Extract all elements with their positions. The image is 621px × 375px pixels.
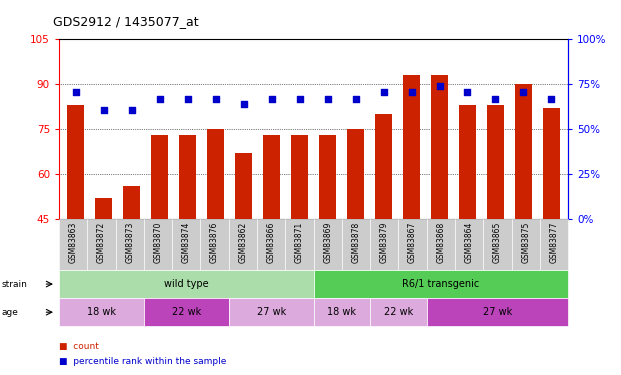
Text: GSM83873: GSM83873 xyxy=(125,222,134,263)
Bar xyxy=(235,153,252,219)
Point xyxy=(379,88,389,94)
Bar xyxy=(263,135,280,219)
Text: GSM83870: GSM83870 xyxy=(153,222,163,263)
Bar xyxy=(319,135,336,219)
Text: ■  percentile rank within the sample: ■ percentile rank within the sample xyxy=(59,357,227,366)
Text: GSM83868: GSM83868 xyxy=(437,222,445,263)
Bar xyxy=(403,75,420,219)
Bar xyxy=(515,84,532,219)
Text: 22 wk: 22 wk xyxy=(171,307,201,317)
Text: wild type: wild type xyxy=(164,279,209,289)
Text: GSM83871: GSM83871 xyxy=(295,222,304,263)
Bar xyxy=(291,135,308,219)
Point xyxy=(491,96,501,102)
Point xyxy=(183,96,193,102)
Text: age: age xyxy=(2,308,19,316)
Bar xyxy=(179,135,196,219)
Text: 22 wk: 22 wk xyxy=(384,307,413,317)
Point xyxy=(99,106,109,112)
Bar xyxy=(68,105,84,219)
Point xyxy=(351,96,361,102)
Text: GDS2912 / 1435077_at: GDS2912 / 1435077_at xyxy=(53,15,199,28)
Bar xyxy=(543,108,560,219)
Text: R6/1 transgenic: R6/1 transgenic xyxy=(402,279,479,289)
Point xyxy=(211,96,220,102)
Text: GSM83876: GSM83876 xyxy=(210,222,219,263)
Point xyxy=(238,101,248,107)
Point xyxy=(294,96,304,102)
Point xyxy=(71,88,81,94)
Point xyxy=(155,96,165,102)
Bar xyxy=(207,129,224,219)
Point xyxy=(463,88,473,94)
Text: GSM83862: GSM83862 xyxy=(238,222,247,263)
Text: 18 wk: 18 wk xyxy=(327,307,356,317)
Text: GSM83866: GSM83866 xyxy=(266,222,276,263)
Text: GSM83874: GSM83874 xyxy=(182,222,191,263)
Text: strain: strain xyxy=(2,280,28,289)
Text: GSM83878: GSM83878 xyxy=(351,222,361,263)
Text: GSM83872: GSM83872 xyxy=(97,222,106,263)
Text: ■  count: ■ count xyxy=(59,342,99,351)
Bar xyxy=(347,129,364,219)
Text: 27 wk: 27 wk xyxy=(483,307,512,317)
Point xyxy=(435,83,445,89)
Point xyxy=(266,96,276,102)
Bar xyxy=(487,105,504,219)
Text: GSM83877: GSM83877 xyxy=(550,222,558,263)
Bar xyxy=(124,186,140,219)
Point xyxy=(546,96,556,102)
Text: GSM83863: GSM83863 xyxy=(69,222,78,263)
Point xyxy=(519,88,528,94)
Bar xyxy=(431,75,448,219)
Text: GSM83875: GSM83875 xyxy=(521,222,530,263)
Text: GSM83865: GSM83865 xyxy=(493,222,502,263)
Bar xyxy=(375,114,392,219)
Bar xyxy=(96,198,112,219)
Text: GSM83864: GSM83864 xyxy=(465,222,474,263)
Text: GSM83867: GSM83867 xyxy=(408,222,417,263)
Text: 27 wk: 27 wk xyxy=(256,307,286,317)
Bar xyxy=(152,135,168,219)
Text: 18 wk: 18 wk xyxy=(87,307,116,317)
Point xyxy=(407,88,417,94)
Text: GSM83869: GSM83869 xyxy=(324,222,332,263)
Point xyxy=(127,106,137,112)
Text: GSM83879: GSM83879 xyxy=(380,222,389,263)
Bar xyxy=(459,105,476,219)
Point xyxy=(323,96,333,102)
